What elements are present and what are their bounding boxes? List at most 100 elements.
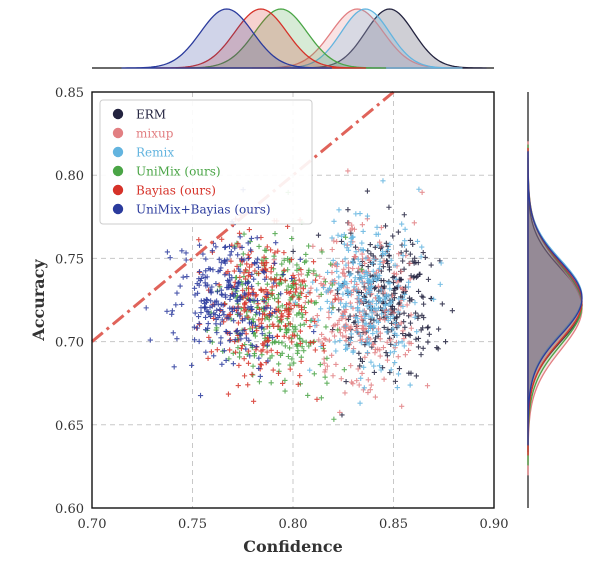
- data-point: [264, 342, 271, 348]
- data-point: [291, 302, 297, 309]
- data-point: [268, 247, 274, 253]
- data-point: [372, 338, 378, 345]
- data-point: [391, 349, 397, 355]
- data-point: [412, 314, 418, 320]
- data-point: [385, 317, 391, 324]
- data-point: [409, 297, 415, 303]
- data-point: [282, 388, 288, 394]
- data-point: [360, 246, 366, 253]
- data-point: [395, 279, 401, 285]
- data-point: [297, 340, 303, 347]
- data-point: [370, 253, 376, 259]
- data-point: [253, 309, 260, 315]
- data-point: [368, 279, 374, 285]
- data-point: [284, 223, 291, 229]
- data-point: [196, 237, 202, 243]
- data-point: [283, 330, 289, 336]
- data-point: [406, 340, 412, 346]
- data-point: [346, 272, 353, 278]
- data-point: [254, 328, 260, 334]
- data-point: [262, 332, 268, 338]
- data-point: [340, 258, 346, 265]
- data-point: [241, 257, 247, 263]
- data-point: [371, 256, 377, 262]
- data-point: [350, 258, 356, 264]
- data-point: [304, 272, 310, 278]
- y-tick-label: 0.70: [55, 336, 84, 351]
- data-point: [252, 268, 258, 274]
- data-point: [314, 396, 320, 402]
- data-point: [254, 235, 260, 241]
- data-point: [414, 329, 420, 335]
- data-point: [214, 289, 221, 295]
- data-point: [387, 280, 393, 286]
- data-point: [282, 323, 289, 329]
- data-point: [268, 276, 274, 282]
- data-point: [358, 275, 365, 281]
- data-point: [408, 312, 414, 318]
- data-point: [419, 189, 425, 195]
- data-point: [206, 334, 212, 340]
- data-point: [407, 251, 413, 257]
- data-point: [245, 279, 252, 285]
- data-point: [325, 269, 331, 276]
- data-point: [258, 325, 265, 331]
- data-point: [276, 361, 282, 367]
- data-point: [230, 350, 236, 356]
- data-point: [330, 305, 336, 311]
- data-point: [278, 276, 284, 283]
- data-point: [381, 324, 387, 331]
- data-point: [286, 335, 292, 341]
- data-point: [294, 262, 300, 268]
- data-point: [342, 279, 348, 285]
- series-2: [292, 178, 444, 406]
- data-point: [252, 260, 258, 267]
- data-point: [301, 348, 307, 354]
- data-point: [242, 267, 249, 273]
- data-point: [282, 277, 288, 283]
- data-point: [415, 335, 422, 342]
- data-point: [357, 356, 364, 362]
- data-point: [400, 303, 406, 310]
- data-point: [237, 262, 244, 268]
- data-point: [205, 325, 211, 331]
- data-point: [398, 276, 404, 282]
- data-point: [407, 276, 413, 282]
- data-point: [366, 257, 372, 264]
- data-point: [348, 379, 355, 385]
- data-point: [170, 330, 176, 336]
- data-point: [222, 244, 228, 251]
- data-point: [213, 321, 219, 327]
- data-point: [353, 249, 359, 255]
- data-point: [369, 310, 375, 316]
- data-point: [196, 338, 202, 345]
- data-point: [282, 377, 288, 384]
- data-point: [258, 286, 264, 292]
- legend-marker: [112, 184, 124, 196]
- data-point: [316, 337, 322, 343]
- data-point: [310, 279, 316, 285]
- data-point: [355, 296, 361, 302]
- data-point: [256, 355, 262, 361]
- data-point: [334, 268, 340, 275]
- data-point: [255, 264, 262, 270]
- data-point: [240, 287, 246, 293]
- data-point: [249, 371, 255, 378]
- data-point: [300, 286, 307, 292]
- data-point: [372, 256, 378, 262]
- data-point: [257, 373, 263, 380]
- data-point: [245, 285, 252, 291]
- data-point: [407, 237, 413, 244]
- data-point: [318, 291, 324, 298]
- data-point: [399, 403, 405, 409]
- data-point: [256, 311, 263, 317]
- data-point: [217, 340, 224, 346]
- data-point: [403, 332, 409, 339]
- data-point: [270, 321, 276, 327]
- data-point: [364, 213, 371, 219]
- data-point: [243, 346, 249, 352]
- top-kde-series-3: [175, 8, 387, 69]
- data-point: [303, 317, 309, 324]
- data-point: [297, 335, 303, 341]
- data-point: [364, 303, 370, 309]
